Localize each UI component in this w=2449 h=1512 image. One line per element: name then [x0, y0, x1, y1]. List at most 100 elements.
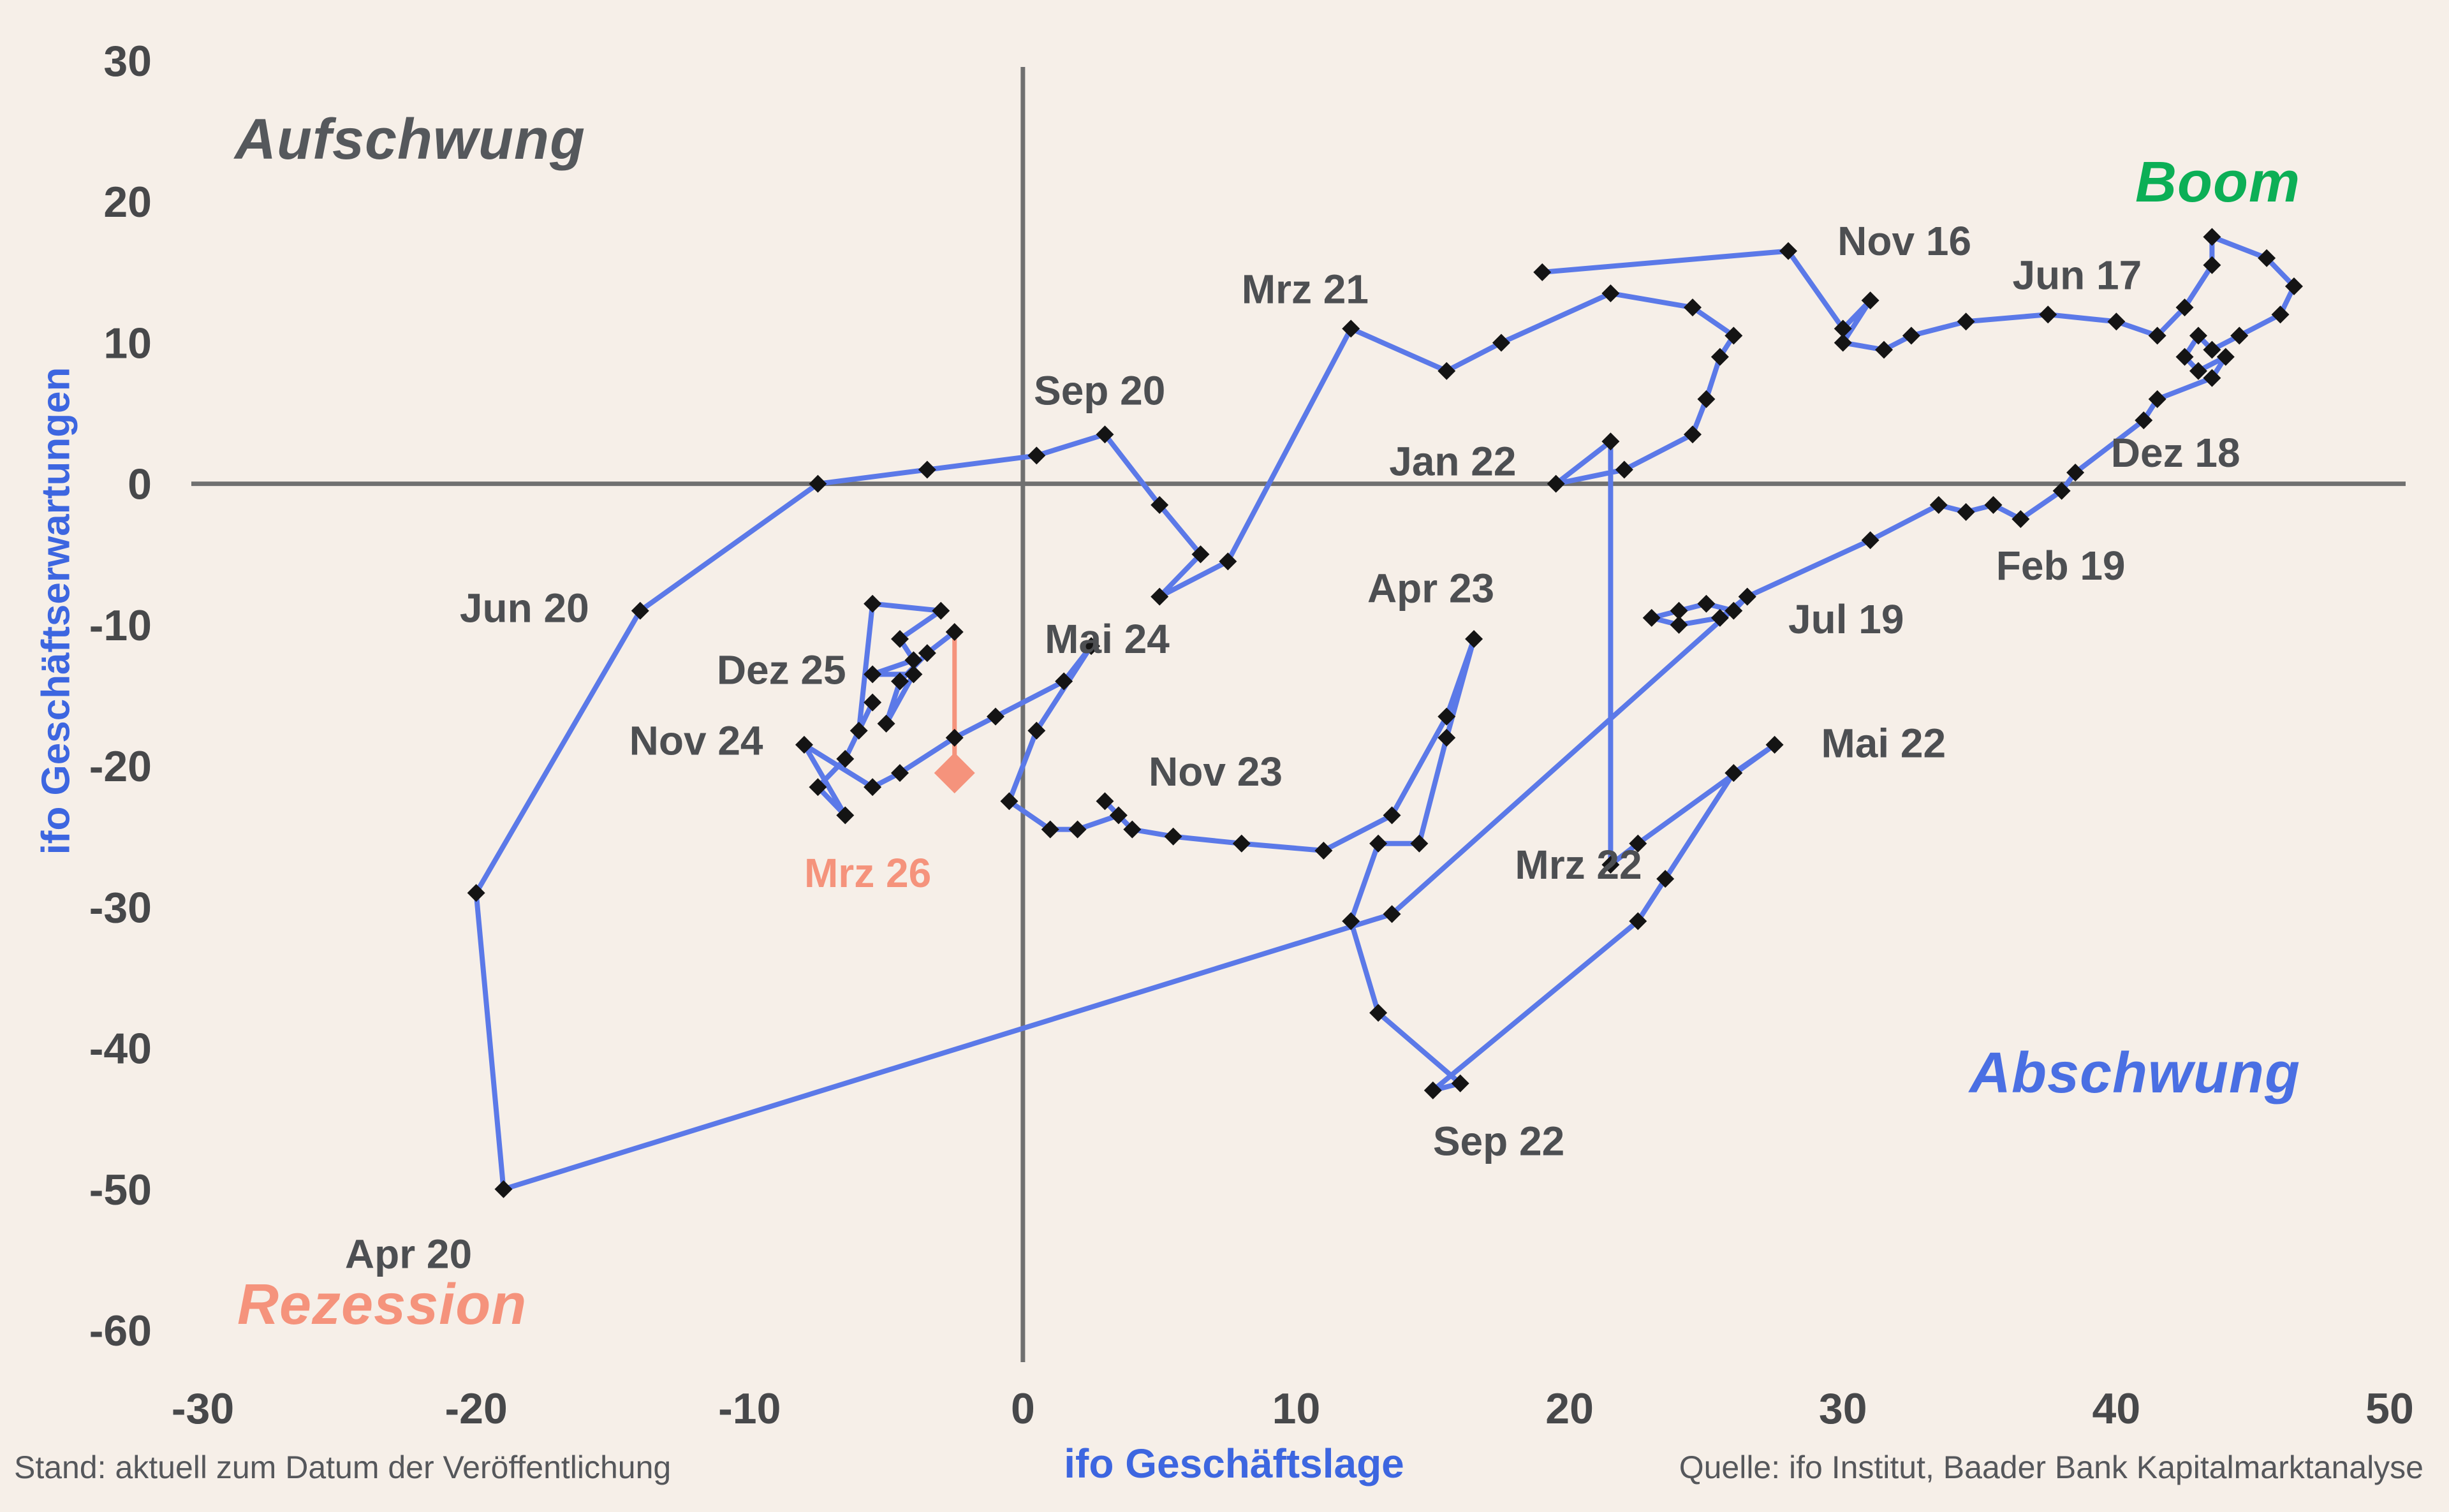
data-point-nov-19 — [1670, 601, 1688, 620]
footer-note-left: Stand: aktuell zum Datum der Veröffentli… — [14, 1450, 672, 1485]
data-point-okt-23 — [1123, 820, 1142, 839]
y-tick-label: 30 — [103, 37, 152, 85]
x-axis-title: ifo Geschäftslage — [1064, 1441, 1404, 1486]
point-label-apr-20: Apr 20 — [345, 1231, 472, 1277]
point-label-dez-18: Dez 18 — [2111, 430, 2240, 476]
data-point-aug-17 — [2148, 327, 2166, 345]
point-label-mai-24: Mai 24 — [1045, 616, 1170, 662]
y-tick-label: -60 — [89, 1307, 152, 1355]
data-point-apr-18 — [2203, 341, 2221, 359]
data-point-apr-24 — [1027, 721, 1046, 740]
data-point-jan-19 — [2052, 481, 2071, 500]
data-point-mrz-20 — [1383, 905, 1401, 923]
data-point-mrz-24 — [1000, 792, 1019, 811]
point-label-mrz-26: Mrz 26 — [804, 850, 931, 896]
data-point-mai-23 — [1438, 707, 1456, 726]
data-point-mrz-17 — [1875, 341, 1894, 359]
data-point-dez-20 — [1191, 545, 1210, 564]
data-point-aug-25 — [904, 651, 923, 670]
data-point-dez-17 — [2258, 249, 2276, 267]
data-point-jun-25 — [932, 601, 950, 620]
data-point-nov-18 — [2135, 411, 2153, 430]
data-point-dez-18 — [2066, 463, 2085, 481]
data-point-jul-24 — [987, 707, 1005, 726]
data-point-dez-24 — [836, 806, 855, 825]
data-point-dez-19 — [1697, 594, 1716, 613]
data-point-feb-23 — [1410, 834, 1429, 853]
point-label-nov-23: Nov 23 — [1149, 749, 1283, 795]
data-point-nov-23 — [1096, 792, 1114, 811]
point-label-jul-19: Jul 19 — [1788, 596, 1904, 642]
data-point-mrz-21 — [1342, 319, 1360, 338]
data-point-mai-24 — [1082, 637, 1101, 656]
data-point-jun-19 — [1861, 531, 1879, 550]
data-point-dez-21 — [1615, 460, 1633, 479]
data-point-jun-18 — [2175, 348, 2194, 366]
data-point-mrz-19 — [1984, 495, 2003, 514]
data-point-okt-22 — [1451, 1074, 1469, 1092]
data-point-jan-26 — [918, 644, 936, 663]
x-tick-label: -20 — [445, 1384, 507, 1433]
point-label-nov-16: Nov 16 — [1837, 218, 1971, 264]
data-point-apr-17 — [1902, 327, 1920, 345]
data-point-aug-24 — [945, 728, 964, 747]
data-point-sep-19 — [1670, 615, 1688, 634]
data-point-jun-22 — [1725, 764, 1743, 782]
data-point-dez-23 — [1109, 806, 1128, 825]
data-point-feb-19 — [2011, 510, 2030, 528]
data-point-mrz-25 — [864, 693, 882, 712]
data-point-jun-21 — [1601, 284, 1620, 303]
point-label-mrz-22: Mrz 22 — [1515, 842, 1642, 888]
data-point-nov-16 — [1779, 242, 1798, 260]
data-point-nov-17 — [2203, 228, 2221, 246]
data-point-jul-18 — [2189, 362, 2207, 380]
x-tick-label: 10 — [1272, 1384, 1321, 1433]
data-point-jun-17 — [2039, 305, 2057, 324]
data-point-mrz-22 — [1601, 855, 1620, 874]
data-point-jan-20 — [1725, 601, 1743, 620]
x-tick-label: -30 — [172, 1384, 234, 1433]
data-point-feb-17 — [1834, 334, 1852, 352]
data-point-jul-25 — [890, 630, 909, 649]
x-tick-label: -10 — [718, 1384, 781, 1433]
data-point-nov-21 — [1684, 425, 1702, 444]
data-point-jun-20 — [631, 601, 649, 620]
data-point-okt-17 — [2203, 256, 2221, 274]
data-point-jul-20 — [809, 474, 827, 493]
data-point-jan-22 — [1547, 474, 1565, 493]
x-tick-label: 50 — [2365, 1384, 2414, 1433]
data-point-okt-24 — [864, 778, 882, 796]
point-label-mai-22: Mai 22 — [1821, 721, 1946, 767]
y-axis-title: ifo Geschäftserwartungen — [34, 367, 78, 855]
quadrant-label-aufschwung: Aufschwung — [235, 108, 585, 172]
data-point-sep-21 — [1710, 348, 1729, 366]
data-point-feb-18 — [2271, 305, 2290, 324]
data-point-jul-21 — [1684, 298, 1702, 317]
data-point-mai-22 — [1765, 735, 1784, 754]
point-label-nov-24: Nov 24 — [629, 717, 763, 763]
data-point-mai-18 — [2189, 327, 2207, 345]
data-point-feb-24 — [1041, 820, 1059, 839]
quadrant-label-abschwung: Abschwung — [1969, 1041, 2300, 1105]
footer-source-right: Quelle: ifo Institut, Baader Bank Kapita… — [1679, 1450, 2423, 1485]
data-point-sep-23 — [1164, 827, 1182, 846]
data-point-mai-19 — [1929, 495, 1948, 514]
y-tick-label: 20 — [103, 178, 152, 226]
data-point-mai-17 — [1957, 312, 1975, 331]
data-point-sep-25 — [864, 665, 882, 684]
data-point-jul-23 — [1314, 841, 1333, 860]
data-point-apr-25 — [849, 721, 868, 740]
data-point-okt-21 — [1697, 390, 1716, 408]
data-point-okt-19 — [1642, 608, 1661, 627]
data-point-aug-23 — [1232, 834, 1251, 853]
point-label-jan-22: Jan 22 — [1389, 438, 1516, 484]
point-label-apr-23: Apr 23 — [1367, 565, 1494, 611]
data-point-jul-17 — [2107, 312, 2126, 331]
data-point-sep-22 — [1423, 1081, 1442, 1099]
data-point-mrz-18 — [2230, 327, 2249, 345]
data-point-apr-23 — [1465, 630, 1483, 649]
data-point-nov-24 — [795, 735, 813, 754]
data-point-feb-26 — [945, 622, 964, 641]
data-point-dez-25 — [890, 672, 909, 691]
